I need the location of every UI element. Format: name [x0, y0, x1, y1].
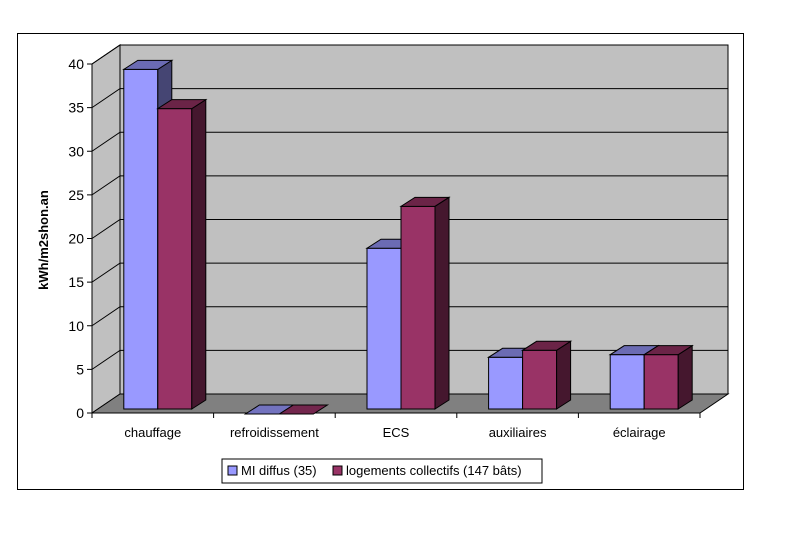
- gridline: [91, 262, 728, 283]
- bar-side: [191, 98, 207, 410]
- legend-item: MI diffus (35): [227, 463, 317, 478]
- y-tick-label: 0: [76, 405, 84, 421]
- y-tick-label: 5: [76, 361, 84, 377]
- y-tick-label: 20: [68, 231, 84, 247]
- legend-label: MI diffus (35): [241, 463, 317, 478]
- x-tick-label: ECS: [383, 425, 410, 440]
- legend-box: [221, 458, 543, 484]
- gridline: [91, 131, 728, 152]
- bar-front: [400, 205, 436, 410]
- bar-top: [156, 99, 208, 110]
- x-tick-label: refroidissement: [230, 425, 319, 440]
- bars: [122, 59, 694, 415]
- legend: MI diffus (35) logements collectifs (147 …: [221, 458, 543, 484]
- bar: [399, 196, 451, 410]
- bar-top: [122, 59, 174, 70]
- y-axis: 0 5 10 15 20 25 30 35 40: [68, 56, 93, 421]
- y-tick-label: 30: [68, 143, 84, 159]
- gridline: [91, 44, 728, 65]
- bar-front: [522, 349, 558, 410]
- bar-top: [277, 404, 330, 415]
- x-axis: chauffage refroidissement ECS auxiliaires éc…: [91, 412, 701, 440]
- x-tick-label: chauffage: [124, 425, 181, 440]
- bar-side: [677, 344, 693, 410]
- gridline: [91, 88, 728, 109]
- bar-top: [399, 196, 451, 207]
- bar-front: [123, 68, 159, 410]
- bar-top: [642, 345, 694, 356]
- y-tick-label: 25: [68, 187, 84, 203]
- y-tick-label: 35: [68, 100, 84, 116]
- legend-label: logements collectifs (147 bâts): [346, 463, 522, 478]
- bar: [156, 98, 208, 410]
- bar-front: [643, 354, 679, 410]
- gridline: [91, 175, 728, 196]
- y-axis-title: kWh/m2shon.an: [36, 190, 51, 290]
- bar: [642, 344, 694, 410]
- bar-front: [157, 108, 193, 410]
- legend-swatch: [332, 465, 343, 476]
- bar-side: [556, 340, 572, 410]
- x-tick-label: auxiliaires: [489, 425, 547, 440]
- bar-front: [609, 354, 645, 410]
- y-tick-label: 40: [68, 56, 84, 72]
- bar: [277, 404, 330, 415]
- bar-front: [488, 356, 524, 410]
- legend-swatch: [227, 465, 238, 476]
- gridline: [91, 306, 728, 327]
- x-tick-label: éclairage: [613, 425, 666, 440]
- bar-side: [434, 196, 450, 410]
- y-tick-label: 10: [68, 318, 84, 334]
- y-tick-label: 15: [68, 274, 84, 290]
- legend-item: logements collectifs (147 bâts): [332, 463, 522, 478]
- bar-top: [520, 340, 573, 351]
- bar: [520, 340, 573, 410]
- bar-front: [366, 247, 402, 410]
- gridline: [91, 219, 728, 239]
